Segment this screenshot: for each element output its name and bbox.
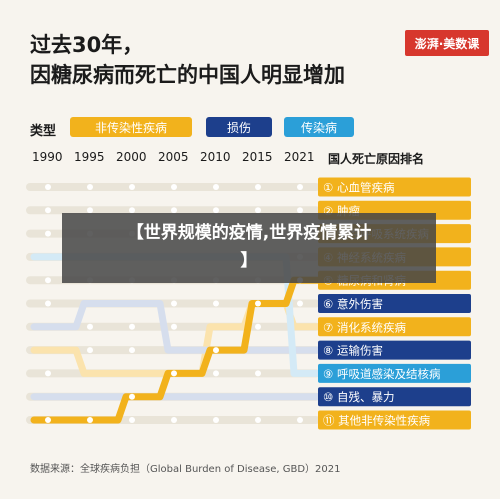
overlay-line-1: 【世界规模的疫情,世界疫情累计 bbox=[126, 223, 372, 243]
diabetes-point bbox=[129, 393, 135, 400]
x-tick-label: 2021 bbox=[284, 150, 315, 164]
diabetes-point bbox=[171, 370, 177, 377]
grid-dot bbox=[297, 300, 303, 307]
grid-dot bbox=[297, 207, 303, 214]
grid-dot bbox=[171, 323, 177, 330]
title-line-2: 因糖尿病而死亡的中国人明显增加 bbox=[30, 63, 345, 87]
grid-dot bbox=[255, 323, 261, 330]
legend-label: 类型 bbox=[30, 124, 57, 139]
x-tick-label: 2005 bbox=[158, 150, 189, 164]
rank-label-bar bbox=[318, 177, 471, 197]
grid-dot bbox=[171, 300, 177, 307]
overlay-line-2: 】 bbox=[240, 251, 258, 271]
grid-dot bbox=[255, 370, 261, 377]
x-tick-label: 1995 bbox=[74, 150, 105, 164]
rank-label-bar bbox=[318, 294, 471, 313]
rank-label-bar bbox=[318, 317, 471, 337]
grid-dot bbox=[255, 184, 261, 190]
grid-dot bbox=[213, 207, 219, 214]
rank-label-text: ⑥ 意外伤害 bbox=[323, 297, 383, 311]
legend-communicable: 传染病 bbox=[284, 117, 354, 137]
grid-dot bbox=[129, 347, 135, 354]
diabetes-point bbox=[45, 417, 51, 423]
grid-dot bbox=[255, 417, 261, 423]
grid-dot bbox=[171, 184, 177, 190]
x-tick-label: 2000 bbox=[116, 150, 147, 164]
grid-dot bbox=[129, 323, 135, 330]
grid-dot bbox=[129, 184, 135, 190]
grid-dot bbox=[213, 184, 219, 190]
grid-dot bbox=[87, 184, 93, 190]
grid-dot bbox=[45, 184, 51, 190]
headline-overlay: 【世界规模的疫情,世界疫情累计 】 bbox=[62, 213, 436, 283]
grid-dot bbox=[171, 417, 177, 423]
rank-label-text: ⑨ 呼吸道感染及结核病 bbox=[323, 367, 441, 381]
grid-dot bbox=[297, 417, 303, 423]
page-title: 过去30年， 因糖尿病而死亡的中国人明显增加 bbox=[30, 30, 345, 90]
legend-noncommunicable: 非传染性疾病 bbox=[70, 117, 192, 137]
grid-dot bbox=[45, 230, 51, 237]
diabetes-point bbox=[213, 347, 219, 354]
diabetes-point bbox=[87, 417, 93, 423]
rank-label-text: ⑦ 消化系统疾病 bbox=[323, 320, 406, 334]
grid-dot bbox=[45, 370, 51, 377]
grid-dot bbox=[255, 207, 261, 214]
rank-label-text: ⑪ 其他非传染性疾病 bbox=[323, 414, 431, 428]
rank-label-text: ⑧ 运输伤害 bbox=[323, 344, 383, 358]
grid-dot bbox=[87, 323, 93, 330]
grid-dot bbox=[171, 207, 177, 214]
grid-dot bbox=[129, 417, 135, 423]
diabetes-point bbox=[255, 300, 261, 307]
grid-dot bbox=[213, 300, 219, 307]
grid-dot bbox=[87, 207, 93, 214]
grid-dot bbox=[213, 370, 219, 377]
brand-logo: 澎湃·美数课 bbox=[405, 30, 489, 56]
x-tick-label: 1990 bbox=[32, 150, 63, 164]
legend-injury: 损伤 bbox=[206, 117, 272, 137]
grid-dot bbox=[297, 184, 303, 190]
grid-dot bbox=[45, 277, 51, 284]
series-line bbox=[30, 300, 322, 377]
source-note: 数据来源：全球疾病负担（Global Burden of Disease, GB… bbox=[30, 464, 341, 475]
rank-label-text: ① 心血管疾病 bbox=[323, 181, 395, 195]
x-tick-label: 2010 bbox=[200, 150, 231, 164]
rank-label-bar bbox=[318, 363, 471, 383]
rank-label-text: ⑩ 自残、暴力 bbox=[323, 390, 394, 404]
rank-label-bar bbox=[318, 387, 471, 407]
x-tick-label: 2015 bbox=[242, 150, 273, 164]
series-line bbox=[30, 300, 322, 354]
grid-dot bbox=[129, 207, 135, 214]
grid-dot bbox=[87, 347, 93, 354]
grid-dot bbox=[45, 300, 51, 307]
grid-dot bbox=[213, 417, 219, 423]
rank-title: 国人死亡原因排名 bbox=[328, 152, 425, 166]
rank-label-bar bbox=[318, 410, 471, 430]
rank-label-bar bbox=[318, 340, 471, 360]
title-line-1: 过去30年， bbox=[30, 33, 144, 57]
grid-dot bbox=[45, 207, 51, 214]
